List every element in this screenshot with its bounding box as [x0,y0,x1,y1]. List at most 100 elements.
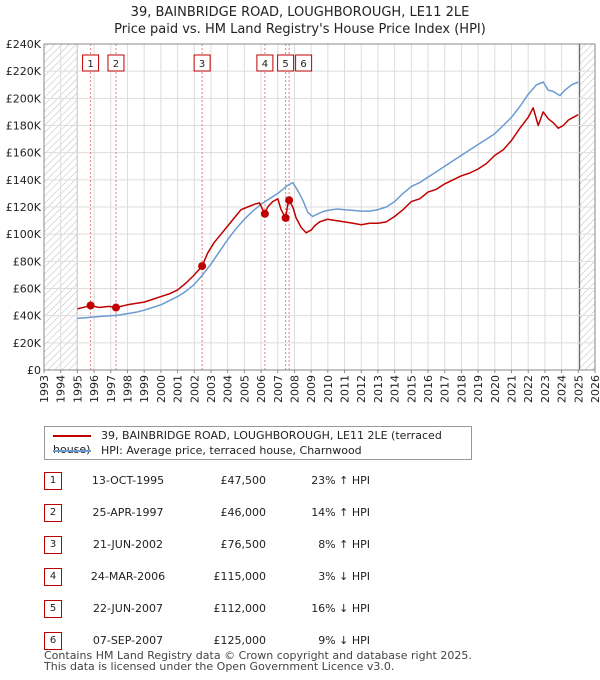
chart-legend: 39, BAINBRIDGE ROAD, LOUGHBOROUGH, LE11 … [44,426,472,460]
x-tick-label: 2009 [305,375,318,403]
x-tick-label: 1995 [71,375,84,403]
sale-hpi-diff: 9% ↓ HPI [318,634,370,647]
y-tick-label: £200K [6,92,42,105]
x-tick-label: 2023 [539,375,552,403]
x-tick-label: 2010 [322,375,335,403]
x-tick-label: 2012 [355,375,368,403]
hpi-series-line [77,81,579,320]
sale-point [111,303,120,312]
sale-date: 22-JUN-2007 [92,602,164,615]
chart-subtitle: Price paid vs. HM Land Registry's House … [114,22,486,37]
y-tick-label: £20K [13,337,42,350]
y-tick-label: £100K [6,228,42,241]
x-tick-label: 2000 [155,375,168,403]
sale-date: 25-APR-1997 [92,506,164,519]
sale-price: £125,000 [213,634,267,647]
sale-point [260,209,269,218]
x-tick-label: 2024 [556,375,569,403]
sale-point [198,262,207,271]
sale-hpi-diff: 14% ↑ HPI [311,506,370,519]
x-tick-label: 2003 [205,375,218,403]
legend-label-hpi: HPI: Average price, terraced house, Char… [101,444,362,457]
sale-badge-box [277,54,295,72]
sale-number-badge: 4 [44,568,62,586]
sale-hpi-diff: 3% ↓ HPI [318,570,370,583]
sale-badge-box [256,54,274,72]
sale-row: 3 21-JUN-2002 £76,500 8% ↑ HPI [44,536,404,554]
x-tick-label: 1996 [88,375,101,403]
plot-frame [43,43,596,371]
x-tick-label: 2022 [522,375,535,403]
sale-number-badge: 2 [44,504,62,522]
sale-badge-box [193,54,211,72]
sale-row: 2 25-APR-1997 £46,000 14% ↑ HPI [44,504,404,522]
sale-badge-box [107,54,125,72]
sale-row: 1 13-OCT-1995 £47,500 23% ↑ HPI [44,472,404,490]
legend-swatch-hpi [53,450,91,452]
footer-line-licence: This data is licensed under the Open Gov… [44,660,395,673]
sale-date: 07-SEP-2007 [92,634,164,647]
legend-item-hpi: HPI: Average price, terraced house, Char… [53,444,362,458]
sale-hpi-diff: 16% ↓ HPI [311,602,370,615]
y-tick-label: £0 [27,364,41,377]
x-tick-label: 2018 [455,375,468,403]
sale-row: 4 24-MAR-2006 £115,000 3% ↓ HPI [44,568,404,586]
x-tick-label: 2019 [472,375,485,403]
x-tick-label: 2001 [172,375,185,403]
y-tick-label: £180K [6,120,42,133]
x-tick-label: 2026 [589,375,600,403]
x-tick-label: 2013 [372,375,385,403]
x-tick-label: 1994 [55,375,68,403]
y-tick-label: £40K [13,310,42,323]
legend-label-property: 39, BAINBRIDGE ROAD, LOUGHBOROUGH, LE11 … [53,429,442,456]
sale-number-badge: 3 [44,536,62,554]
sale-badge-label: 6 [300,59,306,70]
property-series-line [77,107,579,310]
x-tick-label: 2008 [288,375,301,403]
sale-price: £115,000 [213,570,267,583]
sale-price: £46,000 [220,506,267,519]
x-tick-label: 1993 [38,375,51,403]
x-tick-label: 2005 [238,375,251,403]
sale-badge-label: 3 [199,59,205,70]
sale-badge-label: 5 [282,59,288,70]
x-tick-label: 2016 [422,375,435,403]
sale-number-badge: 6 [44,632,62,650]
y-tick-label: £140K [6,174,42,187]
x-tick-label: 2002 [188,375,201,403]
x-tick-label: 1999 [138,375,151,403]
sale-date: 21-JUN-2002 [92,538,164,551]
sale-point [281,213,290,222]
sale-hpi-diff: 23% ↑ HPI [311,474,370,487]
footer-notice: Contains HM Land Registry data © Crown c… [44,650,472,672]
x-tick-label: 2011 [339,375,352,403]
y-tick-label: £220K [6,65,42,78]
x-tick-label: 2004 [222,375,235,403]
x-tick-label: 2014 [389,375,402,403]
price-chart: £0 £20K £40K £60K £80K £100K £120K £140K £160K £1… [6,38,600,403]
x-tick-label: 1998 [121,375,134,403]
y-tick-label: £80K [13,255,42,268]
sale-date: 24-MAR-2006 [90,570,166,583]
x-tick-label: 2021 [506,375,519,403]
sale-row: 6 07-SEP-2007 £125,000 9% ↓ HPI [44,632,404,650]
sale-date: 13-OCT-1995 [91,474,165,487]
sale-badge-label: 4 [262,59,268,70]
chart-title-block: 39, BAINBRIDGE ROAD, LOUGHBOROUGH, LE11 … [0,4,600,38]
sale-badge-box [82,54,100,72]
footer-line-copyright: Contains HM Land Registry data © Crown c… [44,649,472,662]
sale-price: £112,000 [213,602,267,615]
y-tick-label: £60K [13,283,42,296]
x-tick-label: 2025 [572,375,585,403]
sale-number-badge: 1 [44,472,62,490]
x-tick-label: 1997 [105,375,118,403]
sale-price: £76,500 [220,538,267,551]
x-tick-label: 2017 [439,375,452,403]
sale-badge-label: 1 [87,59,93,70]
sale-point [86,301,95,310]
x-tick-label: 2006 [255,375,268,403]
chart-title: 39, BAINBRIDGE ROAD, LOUGHBOROUGH, LE11 … [130,5,470,20]
legend-swatch-property [53,435,91,437]
sale-price: £47,500 [220,474,267,487]
y-tick-label: £160K [6,147,42,160]
